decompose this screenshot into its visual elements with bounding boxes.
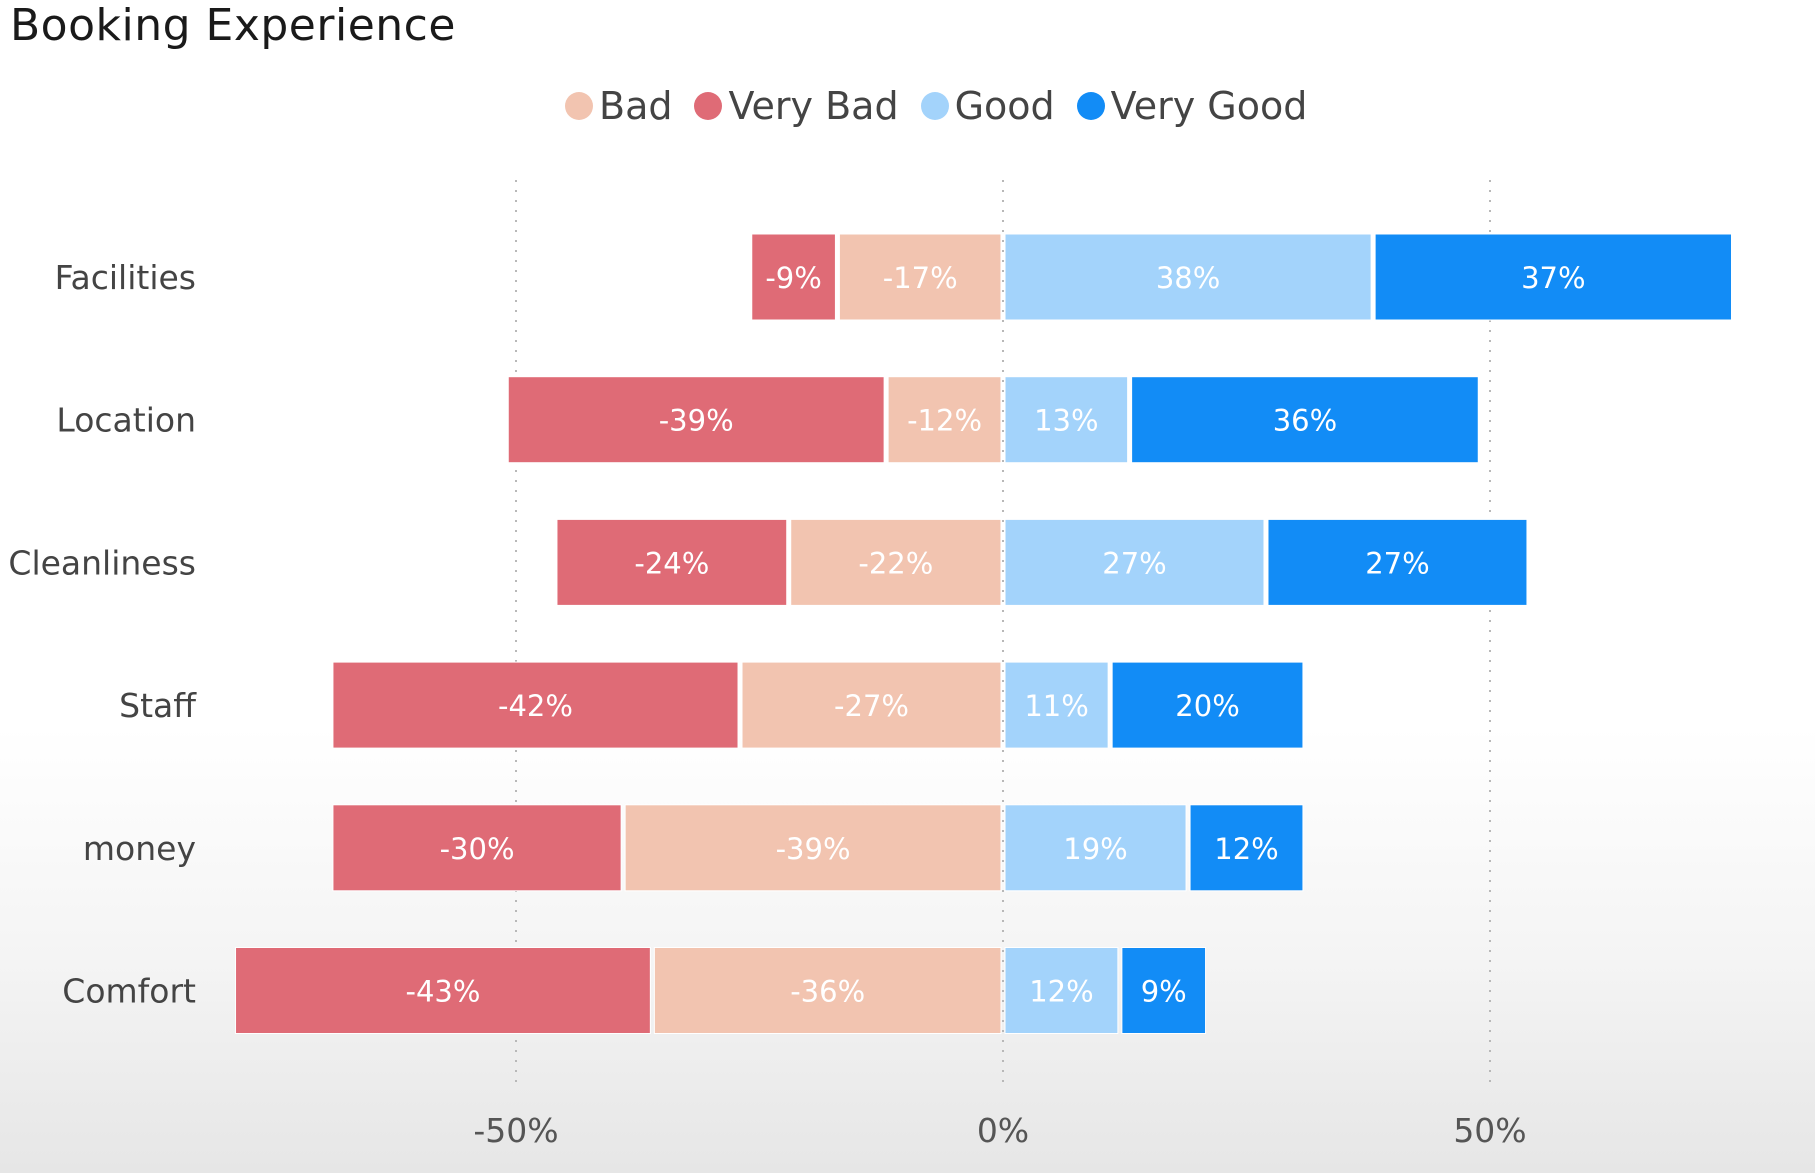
data-label: 38% [1156,261,1220,295]
bar-very-good [1121,947,1207,1034]
data-label: 20% [1175,689,1239,723]
legend-swatch-good [920,92,949,120]
bar-very-good [1374,233,1732,321]
data-label: 12% [1029,975,1093,1009]
data-label: 12% [1214,832,1278,866]
bar-good [1004,947,1119,1034]
legend-swatch-very-good [1076,92,1105,120]
x-tick-label: -50% [473,1111,558,1150]
category-label: Cleanliness [8,543,196,582]
bar-good [1004,804,1187,892]
bar-good [1004,518,1265,606]
data-label: 11% [1024,689,1088,723]
data-label: -17% [883,261,958,295]
legend-item-very-good: Very Good [1076,84,1308,128]
bar-very-bad [507,376,885,464]
data-label: -24% [634,546,709,580]
bar-bad [741,661,1002,749]
legend-swatch-bad [565,92,593,120]
bar-very-bad [751,233,836,321]
data-label: -39% [659,404,734,438]
x-tick-label: 50% [1453,1111,1526,1150]
data-label: 9% [1141,975,1187,1009]
category-label: Comfort [62,972,196,1011]
legend-label-bad: Bad [599,84,673,128]
data-label: -27% [834,689,909,723]
data-label: -30% [440,832,515,866]
legend-label-very-bad: Very Bad [728,84,899,128]
legend-item-bad: Bad [565,84,672,128]
bar-very-good [1111,661,1304,749]
legend-label-good: Good [954,84,1055,128]
bar-bad [790,518,1002,606]
data-label: 13% [1034,404,1098,438]
category-label: Staff [119,686,197,725]
bar-bad [887,376,1002,464]
data-label: -43% [405,975,480,1009]
bar-bad [838,233,1002,321]
bar-bad [653,947,1002,1034]
bar-good [1004,233,1372,321]
bar-good [1004,661,1109,749]
legend-item-good: Good [920,84,1055,128]
data-label: -9% [765,261,821,295]
legend-swatch-very-bad [694,92,723,120]
data-label: 37% [1521,261,1585,295]
data-label: 27% [1365,546,1429,580]
legend: Bad Very Bad Good Very Good [565,84,1329,128]
bar-very-bad [332,804,622,892]
bar-very-bad [332,661,739,749]
bar-very-bad [556,518,788,606]
data-label: -22% [858,546,933,580]
data-label: -12% [907,404,982,438]
data-label: -42% [498,689,573,723]
chart-title: Booking Experience [10,0,456,51]
data-label: -39% [776,832,851,866]
category-label: money [83,829,196,868]
category-label: Facilities [55,258,196,297]
x-tick-label: 0% [977,1111,1029,1150]
data-label: 36% [1273,404,1337,438]
data-label: -36% [790,975,865,1009]
data-label: 19% [1063,832,1127,866]
category-label: Location [56,401,196,440]
data-label: 27% [1102,546,1166,580]
bar-very-good [1189,804,1304,892]
bar-bad [624,804,1002,892]
legend-item-very-bad: Very Bad [694,84,899,128]
bar-very-bad [235,947,651,1034]
bar-very-good [1267,518,1528,606]
legend-label-very-good: Very Good [1110,84,1308,128]
bar-good [1004,376,1129,464]
bar-very-good [1131,376,1479,464]
